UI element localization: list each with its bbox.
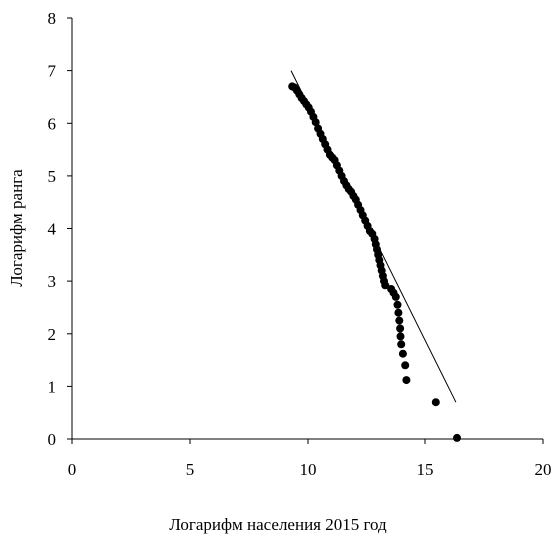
y-tick-label: 6	[48, 114, 57, 133]
y-tick-label: 3	[48, 272, 57, 291]
y-tick-label: 8	[48, 9, 57, 28]
data-point	[431, 398, 440, 407]
data-point	[402, 376, 411, 385]
data-points	[288, 82, 461, 442]
data-point	[401, 361, 410, 370]
data-point	[311, 118, 320, 127]
y-tick-label: 1	[48, 377, 57, 396]
x-ticks: 0 5 10 15 20	[68, 439, 552, 479]
y-tick-label: 5	[48, 167, 57, 186]
data-point	[396, 332, 405, 341]
y-ticks: 0 1 2 3 4 5 6 7 8	[48, 9, 72, 449]
plot-area: 0 5 10 15 20 0 1 2 3 4 5 6 7 8	[7, 9, 552, 534]
x-tick-label: 15	[417, 460, 434, 479]
data-point	[397, 340, 406, 349]
data-point	[398, 349, 407, 358]
data-point	[393, 300, 402, 309]
x-tick-label: 10	[300, 460, 317, 479]
data-point	[395, 316, 404, 325]
data-point	[453, 433, 461, 442]
data-point	[394, 308, 403, 317]
data-point	[381, 281, 390, 290]
y-tick-label: 7	[48, 62, 57, 81]
x-tick-label: 0	[68, 460, 77, 479]
y-axis-title: Логарифм ранга	[7, 169, 26, 287]
data-point	[396, 324, 405, 333]
x-axis-title: Логарифм населения 2015 год	[169, 515, 387, 534]
x-tick-label: 20	[535, 460, 552, 479]
y-tick-label: 4	[48, 220, 57, 239]
y-tick-label: 0	[48, 430, 57, 449]
x-tick-label: 5	[186, 460, 195, 479]
y-tick-label: 2	[48, 325, 57, 344]
data-point	[391, 292, 400, 301]
